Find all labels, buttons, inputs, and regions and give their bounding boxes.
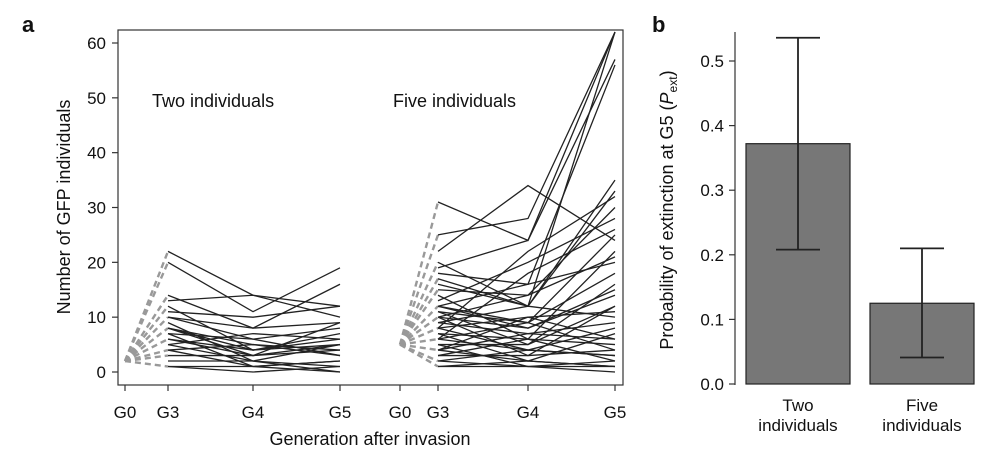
panel-a-y-ticks: 0 10 20 30 40 50 60 bbox=[87, 34, 118, 382]
panel-a-y-tick-label: 20 bbox=[87, 253, 106, 272]
panel-a-x-tick-label: G3 bbox=[427, 403, 450, 422]
trajectory-line bbox=[437, 272, 616, 324]
panel-b-category-label: individuals bbox=[758, 416, 837, 435]
trajectory-line bbox=[437, 217, 616, 302]
panel-a-x-tick-label: G4 bbox=[517, 403, 540, 422]
panel-a-y-tick-label: 30 bbox=[87, 199, 106, 218]
trajectory-line bbox=[437, 332, 616, 351]
g0-g3-dashed-line bbox=[124, 316, 169, 362]
g0-g3-dashed-line bbox=[124, 359, 169, 368]
g0-g3-dashed-line bbox=[399, 289, 439, 346]
panel-a-x-tick-label: G5 bbox=[329, 403, 352, 422]
trajectory-line bbox=[437, 289, 616, 329]
panel-b-y-tick-label: 0.3 bbox=[700, 181, 724, 200]
panel-b-letter: b bbox=[652, 12, 665, 37]
panel-a-x-ticks: G0 G3 G4 G5 G0 G3 G4 G5 bbox=[114, 385, 627, 422]
trajectory-line bbox=[167, 261, 341, 313]
g0-g3-dashed-line bbox=[124, 348, 169, 363]
panel-a-y-tick-label: 50 bbox=[87, 89, 106, 108]
g0-g3-dashed-line bbox=[399, 337, 439, 346]
y-title-suffix: ) bbox=[657, 70, 677, 76]
g0-g3-dashed-line bbox=[398, 201, 440, 345]
trajectory-line bbox=[167, 283, 341, 329]
trajectory-line bbox=[438, 349, 616, 357]
trajectory-line bbox=[437, 311, 616, 351]
group-label-two: Two individuals bbox=[152, 91, 274, 111]
trajectory-line bbox=[437, 31, 616, 242]
y-title-var: P bbox=[657, 92, 677, 104]
g0-g3-dashed-line bbox=[124, 338, 169, 363]
trajectory-line bbox=[167, 365, 341, 373]
panel-b-y-tick-label: 0.4 bbox=[700, 117, 724, 136]
g0-g3-dashed-line bbox=[399, 343, 439, 352]
panel-a-series bbox=[123, 31, 616, 373]
trajectory-line bbox=[437, 59, 616, 269]
y-title-prefix: Probability of extinction at G5 ( bbox=[657, 104, 677, 349]
g0-g3-dashed-line bbox=[399, 343, 439, 368]
trajectory-line bbox=[437, 349, 616, 362]
g0-g3-dashed-line bbox=[123, 261, 170, 362]
g0-g3-dashed-line bbox=[124, 354, 169, 363]
trajectory-line bbox=[437, 207, 616, 296]
trajectory-line bbox=[437, 31, 616, 308]
trajectory-line bbox=[437, 228, 616, 340]
panel-a-x-tick-label: G0 bbox=[389, 403, 412, 422]
trajectory-line bbox=[168, 365, 341, 373]
panel-a-x-tick-label: G0 bbox=[114, 403, 137, 422]
g0-g3-dashed-line bbox=[399, 316, 439, 346]
trajectory-line bbox=[437, 360, 616, 368]
g0-g3-dashed-line bbox=[398, 261, 440, 346]
trajectory-line bbox=[437, 321, 616, 351]
trajectory-line bbox=[167, 332, 341, 346]
panel-b-category-label: individuals bbox=[882, 416, 961, 435]
panel-b-y-ticks: 0.0 0.1 0.2 0.3 0.4 0.5 bbox=[700, 52, 735, 394]
g0-g3-dashed-line bbox=[124, 305, 169, 362]
g0-g3-dashed-line bbox=[124, 327, 169, 362]
panel-a-x-tick-label: G5 bbox=[604, 403, 627, 422]
panel-b-y-tick-label: 0.1 bbox=[700, 310, 724, 329]
panel-b-y-tick-label: 0.0 bbox=[700, 375, 724, 394]
trajectory-line bbox=[437, 256, 616, 318]
trajectory-line bbox=[167, 327, 341, 351]
panel-a-x-tick-label: G4 bbox=[242, 403, 265, 422]
trajectory-line bbox=[167, 316, 341, 329]
g0-g3-dashed-line bbox=[399, 327, 439, 346]
panel-a-y-tick-label: 10 bbox=[87, 308, 106, 327]
panel-a-y-tick-label: 60 bbox=[87, 34, 106, 53]
panel-b-bars bbox=[745, 36, 975, 385]
trajectory-line bbox=[438, 365, 616, 373]
panel-a-x-tick-label: G3 bbox=[157, 403, 180, 422]
y-title-sub: ext bbox=[666, 76, 680, 93]
trajectory-line bbox=[168, 349, 341, 357]
g0-g3-dashed-line bbox=[399, 343, 439, 363]
panel-a-y-tick-label: 40 bbox=[87, 144, 106, 163]
panel-a-y-tick-label: 0 bbox=[97, 363, 106, 382]
trajectory-line bbox=[167, 305, 341, 318]
panel-a-x-title: Generation after invasion bbox=[269, 429, 470, 449]
panel-b-y-tick-label: 0.5 bbox=[700, 52, 724, 71]
group-label-five: Five individuals bbox=[393, 91, 516, 111]
panel-b-y-tick-label: 0.2 bbox=[700, 246, 724, 265]
panel-b-category-label: Two bbox=[782, 396, 813, 415]
g0-g3-dashed-line bbox=[399, 305, 439, 346]
panel-a-y-title: Number of GFP individuals bbox=[54, 100, 74, 315]
panel-b-y-title: Probability of extinction at G5 (Pext) bbox=[657, 70, 680, 349]
trajectory-line bbox=[437, 195, 616, 329]
panel-a-letter: a bbox=[22, 12, 35, 37]
panel-b-category-label: Five bbox=[906, 396, 938, 415]
